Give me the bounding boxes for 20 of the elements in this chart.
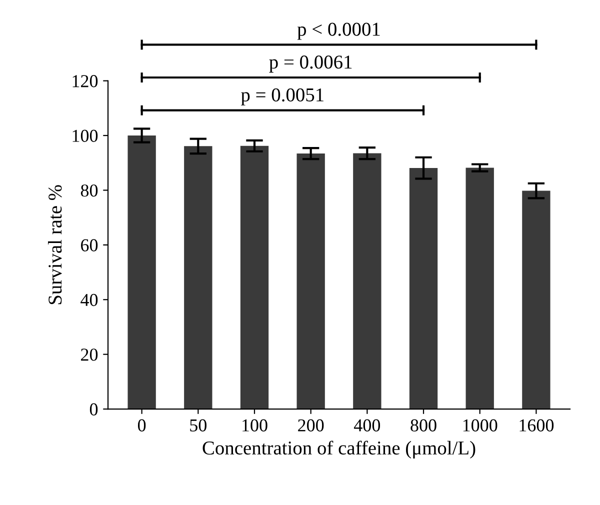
x-tick-label: 100	[242, 419, 268, 432]
y-tick-label: 40	[80, 294, 98, 306]
y-tick-label: 120	[72, 75, 98, 88]
text: p < 0.0001	[297, 22, 380, 40]
y-tick-label: 0	[90, 403, 98, 416]
x-tick-label: 400	[354, 419, 380, 432]
x-tick-label: 1000	[463, 419, 498, 432]
x-tick-label: 50	[190, 419, 206, 432]
x-axis-title: Concentration of caffeine (μmol/L)	[202, 440, 476, 459]
y-tick-label: 100	[72, 130, 98, 142]
y-tick-label: 80	[80, 184, 98, 197]
y-tick-label: 20	[81, 348, 98, 361]
x-tick-label: 0	[138, 419, 146, 432]
x-tick-label: 800	[410, 419, 436, 432]
x-tick-label: 200	[298, 419, 324, 432]
x-tick-label: 1600	[520, 419, 554, 432]
y-axis-title: Survival rate %	[48, 185, 62, 304]
text: p = 0.0061	[269, 56, 352, 73]
annotation: p = 0.0051	[241, 88, 324, 106]
y-tick-label: 60	[81, 239, 98, 252]
